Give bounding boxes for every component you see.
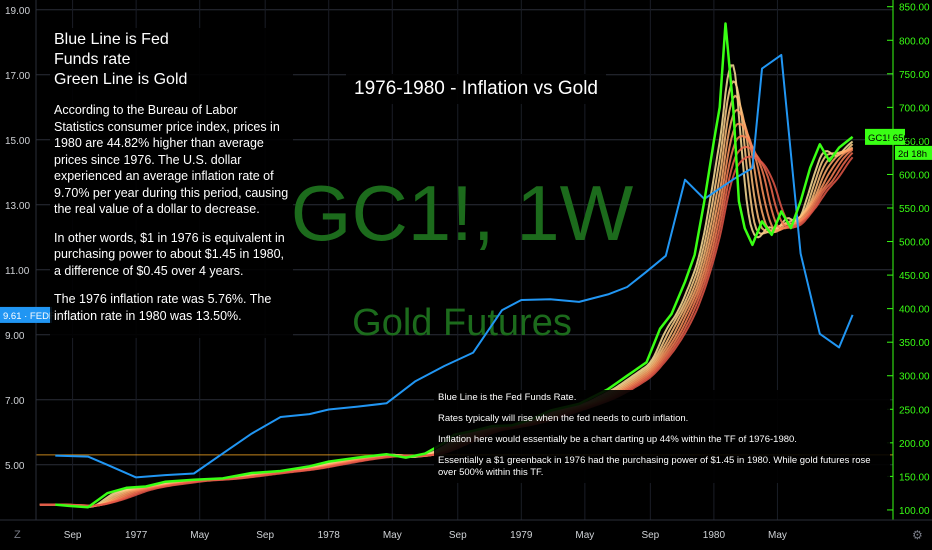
x-axis-tick: Sep — [64, 530, 82, 541]
right-axis-tick: 300.00 — [899, 372, 930, 383]
x-axis-tick: Sep — [449, 530, 467, 541]
right-axis-tick: 550.00 — [899, 204, 930, 215]
bottom-note-line-1: Blue Line is the Fed Funds Rate. — [438, 392, 577, 403]
watermark-instrument: Gold Futures — [352, 302, 572, 344]
headline-line-2: Funds rate — [54, 51, 131, 68]
annotation-bottom[interactable]: Blue Line is the Fed Funds Rate. Rates t… — [434, 390, 890, 483]
left-axis-tick: 13.00 — [5, 201, 30, 212]
annotation-left[interactable]: Blue Line is Fed Funds rate Green Line i… — [50, 28, 293, 338]
right-axis-tick: 400.00 — [899, 305, 930, 316]
x-axis-tick: Sep — [641, 530, 659, 541]
price-labels: GC1! 656.00 2d 18h 9.61 · FEDFUNDS — [0, 128, 932, 323]
headline-line-3: Green Line is Gold — [54, 71, 188, 88]
bottom-note-line-3: Inflation here would essentially be a ch… — [438, 434, 797, 445]
fed-price-tag — [0, 306, 52, 323]
x-axis-tick: May — [383, 530, 402, 541]
left-axis-tick: 11.00 — [5, 266, 30, 277]
x-axis-tick: 1979 — [510, 530, 533, 541]
x-axis-tick: May — [575, 530, 594, 541]
gold-countdown-label: 2d 18h — [898, 149, 927, 160]
x-axis-tick: 1977 — [125, 530, 148, 541]
right-axis-tick: 800.00 — [899, 36, 930, 47]
watermark: GC1!, 1W Gold Futures — [291, 169, 634, 344]
fed-funds-line[interactable] — [55, 53, 854, 479]
right-axis-tick: 700.00 — [899, 103, 930, 114]
x-axis-tick: 1980 — [703, 530, 726, 541]
right-axis-tick: 250.00 — [899, 405, 930, 416]
bottom-note-line-2: Rates typically will rise when the fed n… — [438, 413, 689, 424]
gold-countdown-tag — [895, 145, 932, 160]
x-axis-tick: May — [768, 530, 787, 541]
x-axis-tick: Sep — [256, 530, 274, 541]
right-axis-tick: 850.00 — [899, 3, 930, 14]
gold-price-label: GC1! 656.00 — [868, 133, 922, 144]
right-axis-tick: 450.00 — [899, 271, 930, 282]
watermark-symbol: GC1!, 1W — [291, 169, 634, 257]
left-axis-tick: 19.00 — [5, 6, 30, 17]
right-axis-tick: 200.00 — [899, 439, 930, 450]
x-axis-tick: 1978 — [318, 530, 341, 541]
chart-title: 1976-1980 - Inflation vs Gold — [346, 74, 606, 104]
right-axis-tick: 100.00 — [899, 506, 930, 517]
left-axis-tick: 15.00 — [5, 136, 30, 147]
left-axis-tick: 17.00 — [5, 71, 30, 82]
left-axis-tick: 5.00 — [5, 461, 25, 472]
corner-left-icon[interactable]: Z — [14, 529, 21, 541]
fed-price-label: 9.61 · FEDFUNDS — [3, 311, 82, 322]
note-paragraph-2: In other words, $1 in 1976 is equivalent… — [54, 230, 285, 278]
x-axis-tick: May — [190, 530, 209, 541]
right-axis-tick: 750.00 — [899, 70, 930, 81]
right-axis-tick: 500.00 — [899, 238, 930, 249]
gold-price-tag — [865, 128, 905, 145]
bottom-note-line-4: Essentially a $1 greenback in 1976 had t… — [438, 455, 871, 478]
left-axis-tick: 7.00 — [5, 396, 25, 407]
note-paragraph-3: The 1976 inflation rate was 5.76%. The i… — [54, 292, 272, 323]
left-axis-tick: 9.00 — [5, 331, 25, 342]
note-paragraph-1: According to the Bureau of Labor Statist… — [54, 103, 289, 216]
right-axis-tick: 600.00 — [899, 170, 930, 181]
settings-gear-icon[interactable]: ⚙ — [912, 528, 923, 542]
headline-line-1: Blue Line is Fed — [54, 31, 169, 48]
right-axis-tick: 350.00 — [899, 338, 930, 349]
right-axis-tick: 150.00 — [899, 472, 930, 483]
right-axis-tick: 650.00 — [899, 137, 930, 148]
